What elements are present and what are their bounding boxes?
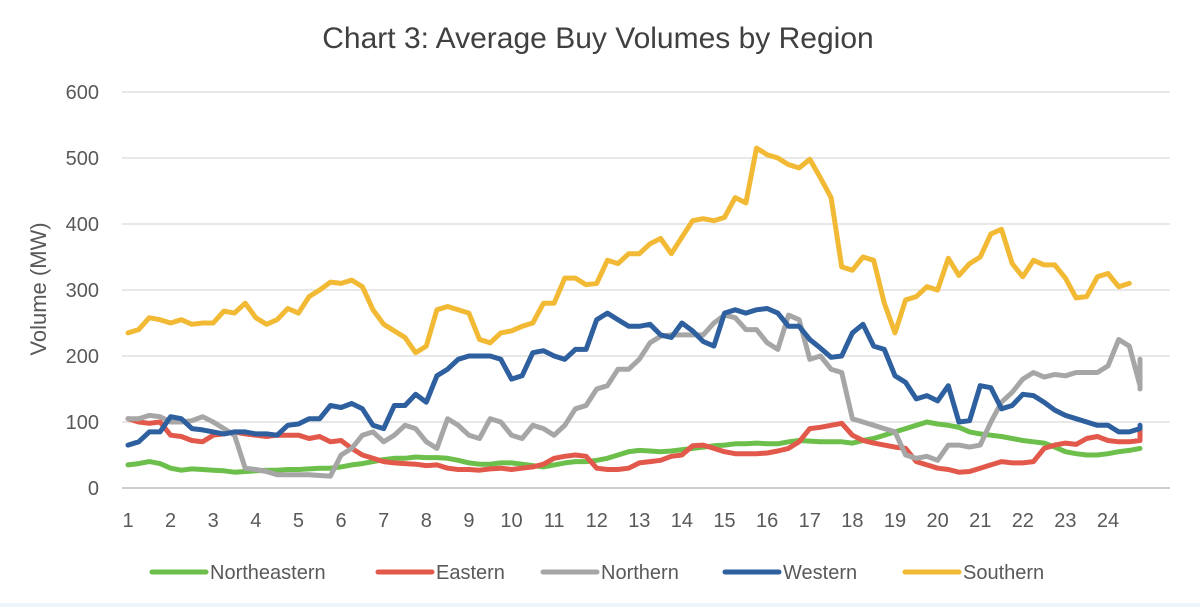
legend-label-western: Western (783, 562, 857, 584)
y-axis-label: Volume (MW) (26, 222, 51, 355)
x-tick-label: 1 (122, 510, 133, 532)
bottom-edge (0, 603, 1200, 607)
x-tick-label: 24 (1097, 510, 1119, 532)
x-tick-label: 9 (463, 510, 474, 532)
legend-label-northeastern: Northeastern (210, 562, 326, 584)
y-tick-label: 100 (66, 412, 99, 434)
x-tick-label: 22 (1012, 510, 1034, 532)
x-tick-label: 18 (841, 510, 863, 532)
y-tick-label: 500 (66, 148, 99, 170)
series-line-western (125, 306, 1143, 448)
y-tick-labels: 0 100 200 300 400 500 600 (66, 82, 99, 500)
y-tick-label: 200 (66, 346, 99, 368)
x-tick-label: 7 (378, 510, 389, 532)
x-tick-label: 21 (969, 510, 991, 532)
x-tick-label: 11 (544, 510, 565, 532)
x-tick-label: 8 (421, 510, 432, 532)
x-tick-label: 23 (1054, 510, 1076, 532)
x-tick-labels: 1 2 3 4 5 6 7 8 9 10 11 12 13 14 15 16 17 18 19 20 21 22 23 24 (122, 510, 1119, 532)
y-tick-label: 400 (66, 214, 99, 236)
chart-title: Chart 3: Average Buy Volumes by Region (322, 22, 873, 55)
x-tick-label: 15 (713, 510, 735, 532)
y-tick-label: 600 (66, 82, 99, 104)
gridlines (122, 91, 1170, 489)
x-tick-label: 14 (671, 510, 693, 532)
series-line-eastern (125, 416, 1143, 475)
x-tick-label: 13 (628, 510, 650, 532)
x-tick-label: 10 (500, 510, 522, 532)
series-line-northern (125, 312, 1143, 479)
legend-label-northern: Northern (601, 562, 679, 584)
series-line-northeastern (125, 419, 1143, 475)
legend-label-southern: Southern (963, 562, 1044, 584)
x-tick-label: 2 (165, 510, 176, 532)
x-tick-label: 5 (293, 510, 304, 532)
x-tick-label: 17 (799, 510, 821, 532)
x-tick-label: 4 (250, 510, 261, 532)
series-line-southern (125, 145, 1132, 356)
x-tick-label: 3 (208, 510, 219, 532)
series-lines (125, 145, 1143, 479)
x-tick-label: 20 (926, 510, 948, 532)
x-tick-label: 19 (884, 510, 906, 532)
x-tick-label: 12 (586, 510, 608, 532)
legend: Northeastern Eastern Northern Western Southe… (149, 562, 1044, 584)
x-tick-label: 16 (756, 510, 778, 532)
y-tick-label: 300 (66, 280, 99, 302)
x-tick-label: 6 (335, 510, 346, 532)
y-tick-label: 0 (88, 478, 99, 500)
legend-label-eastern: Eastern (436, 562, 505, 584)
